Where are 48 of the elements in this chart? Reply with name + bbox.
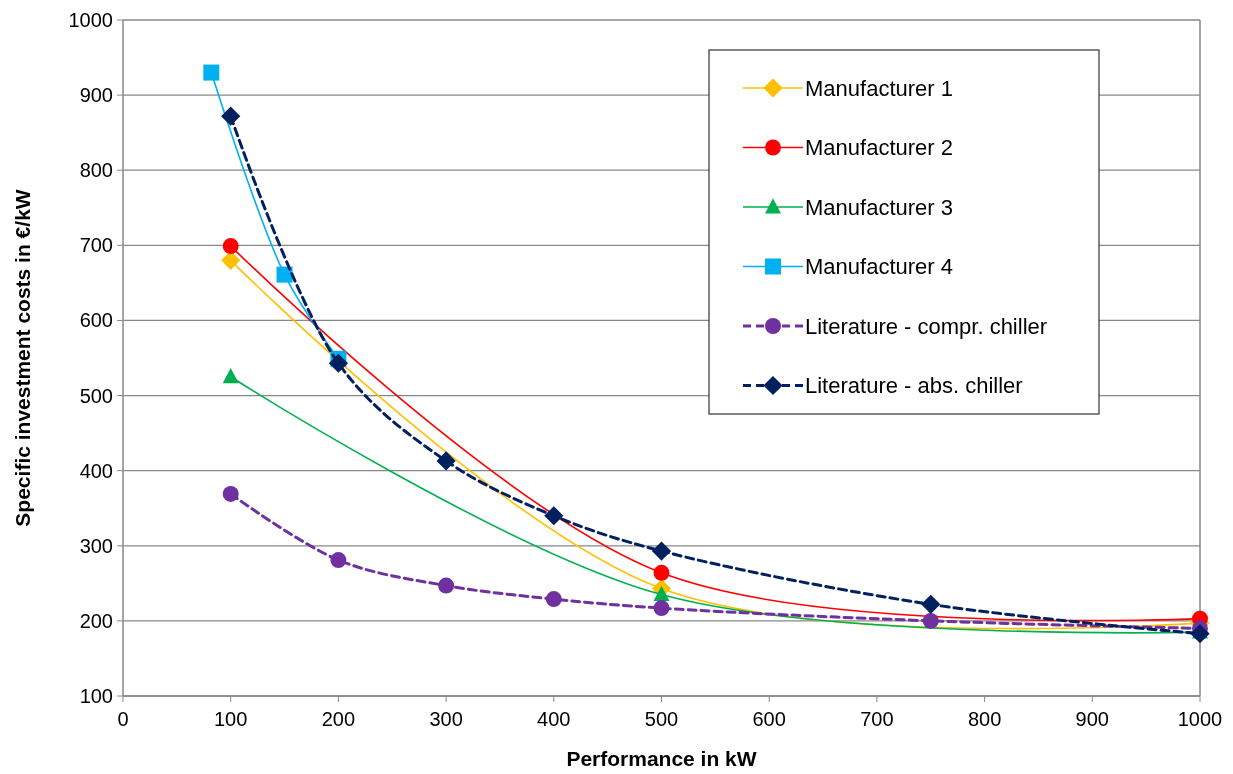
y-axis-title: Specific investment costs in €/kW — [11, 189, 34, 527]
x-tick-label: 0 — [117, 708, 129, 730]
legend-label: Literature - abs. chiller — [805, 373, 1023, 399]
point — [921, 594, 941, 614]
point — [544, 506, 564, 526]
legend-label: Manufacturer 3 — [805, 194, 953, 220]
y-tick-label: 400 — [79, 459, 113, 482]
x-tick-label: 800 — [967, 708, 1002, 730]
y-tick-label: 100 — [79, 685, 113, 707]
point — [1190, 624, 1210, 644]
point — [328, 353, 348, 373]
x-tick-label: 300 — [429, 708, 463, 730]
point — [438, 577, 455, 594]
x-tick-label: 100 — [214, 708, 248, 730]
y-tick-label: 200 — [79, 609, 113, 632]
x-tick-label: 400 — [537, 708, 571, 730]
x-tick-label: 500 — [644, 708, 679, 730]
x-tick-label: 900 — [1075, 708, 1109, 730]
y-tick-label: 700 — [79, 234, 113, 257]
point — [222, 367, 239, 384]
y-tick-label: 800 — [79, 159, 113, 182]
y-tick-label: 500 — [79, 384, 113, 407]
point — [330, 552, 347, 569]
point — [276, 266, 293, 283]
y-tick-label: 600 — [79, 309, 113, 332]
point — [653, 564, 670, 581]
point — [436, 451, 456, 471]
legend-label: Manufacturer 1 — [805, 75, 953, 101]
point — [651, 541, 672, 561]
x-tick-label: 200 — [321, 708, 356, 730]
legend-label: Literature - compr. chiller — [805, 313, 1048, 339]
y-tick-label: 1000 — [68, 9, 113, 31]
legend-label: Manufacturer 2 — [805, 135, 953, 161]
y-tick-label: 900 — [79, 84, 113, 107]
y-tick-label: 300 — [79, 534, 113, 557]
point — [545, 591, 562, 608]
point — [203, 64, 220, 81]
x-axis-title: Performance in kW — [566, 747, 757, 770]
x-tick-label: 600 — [752, 708, 786, 730]
point — [221, 106, 241, 126]
point — [653, 585, 670, 601]
x-tick-label: 1000 — [1177, 708, 1223, 730]
point — [653, 600, 670, 617]
x-tick-label: 700 — [860, 708, 894, 730]
point — [222, 238, 239, 255]
legend-label: Manufacturer 4 — [805, 254, 953, 280]
point — [922, 612, 939, 629]
point — [222, 485, 239, 502]
